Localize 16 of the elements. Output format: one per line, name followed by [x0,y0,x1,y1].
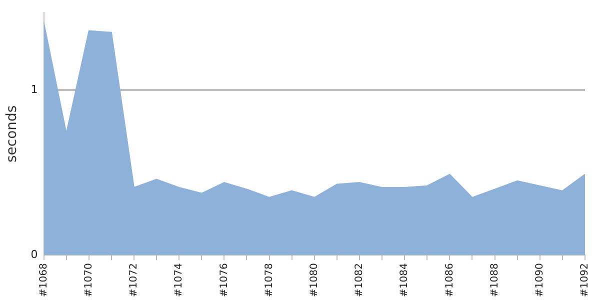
x-tick-label: #1080 [308,263,320,297]
x-tick-label: #1092 [580,263,591,297]
x-tick-label: #1076 [218,263,230,297]
x-tick-label: #1070 [83,263,94,297]
x-tick-label: #1072 [128,263,140,297]
x-tick-label: #1090 [534,263,546,297]
y-axis-title: seconds [4,105,20,163]
x-tick-label: #1084 [399,263,410,297]
x-tick-label: #1078 [264,263,275,297]
y-tick-label: 1 [30,83,38,96]
x-tick-label: #1086 [444,263,456,297]
y-tick-label: 0 [30,248,38,262]
x-tick-label: #1074 [174,263,185,297]
x-tick-label: #1088 [489,263,500,297]
x-tick-label: #1068 [38,263,50,297]
x-tick-label: #1082 [354,263,366,297]
